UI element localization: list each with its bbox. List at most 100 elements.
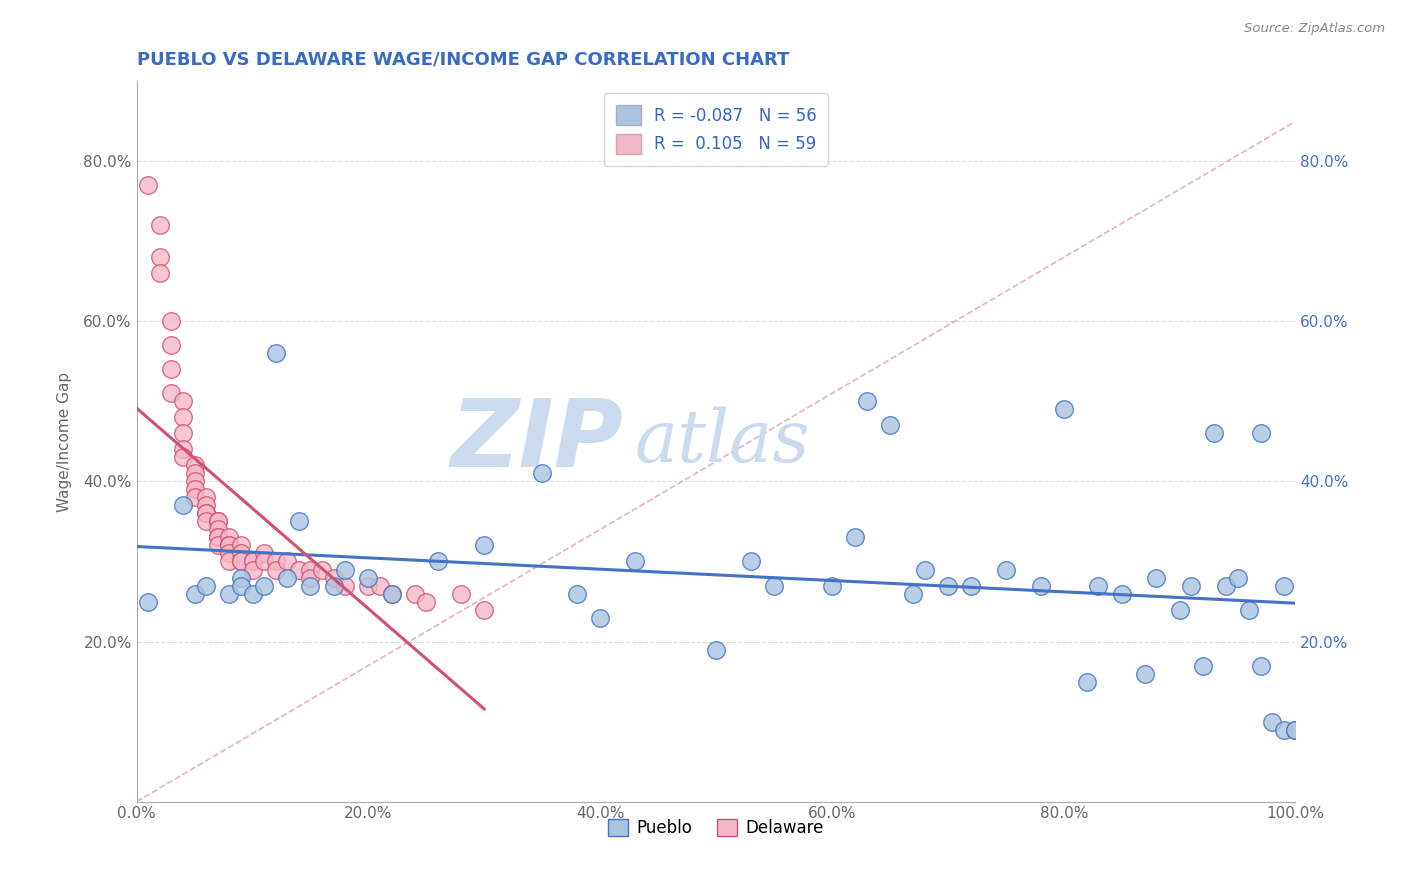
Point <box>242 562 264 576</box>
Point <box>288 562 311 576</box>
Point <box>1111 586 1133 600</box>
Legend: Pueblo, Delaware: Pueblo, Delaware <box>602 812 831 844</box>
Point <box>381 586 404 600</box>
Point <box>821 578 844 592</box>
Point <box>207 539 229 553</box>
Point <box>172 450 194 465</box>
Point <box>1272 578 1295 592</box>
Point <box>218 586 240 600</box>
Point <box>624 554 647 568</box>
Point <box>450 586 472 600</box>
Point <box>740 554 762 568</box>
Point <box>183 491 205 505</box>
Point <box>160 338 183 352</box>
Point <box>229 554 252 568</box>
Point <box>160 314 183 328</box>
Point <box>914 562 936 576</box>
Point <box>183 467 205 481</box>
Point <box>264 346 287 360</box>
Point <box>183 458 205 473</box>
Point <box>136 594 159 608</box>
Point <box>229 547 252 561</box>
Point <box>1168 602 1191 616</box>
Point <box>172 410 194 425</box>
Point <box>242 554 264 568</box>
Point <box>149 251 172 265</box>
Point <box>229 554 252 568</box>
Point <box>229 570 252 584</box>
Point <box>207 515 229 529</box>
Point <box>1029 578 1052 592</box>
Point <box>1191 658 1213 673</box>
Point <box>195 578 218 592</box>
Point <box>242 586 264 600</box>
Point <box>335 562 357 576</box>
Point <box>1087 578 1109 592</box>
Point <box>855 394 877 409</box>
Point <box>195 491 218 505</box>
Point <box>1226 570 1249 584</box>
Point <box>264 554 287 568</box>
Point <box>183 586 205 600</box>
Point <box>1133 666 1156 681</box>
Point <box>1261 714 1284 729</box>
Point <box>844 531 866 545</box>
Point <box>994 562 1017 576</box>
Point <box>1144 570 1167 584</box>
Point <box>404 586 426 600</box>
Point <box>195 515 218 529</box>
Text: ZIP: ZIP <box>450 395 623 487</box>
Point <box>381 586 404 600</box>
Point <box>172 499 194 513</box>
Point <box>288 515 311 529</box>
Point <box>472 539 495 553</box>
Point <box>242 554 264 568</box>
Point <box>183 475 205 489</box>
Point <box>1204 426 1226 441</box>
Point <box>172 442 194 457</box>
Point <box>149 267 172 281</box>
Point <box>1250 658 1272 673</box>
Point <box>276 570 298 584</box>
Point <box>160 386 183 401</box>
Point <box>149 219 172 233</box>
Point <box>183 483 205 497</box>
Point <box>1284 723 1306 737</box>
Point <box>368 578 391 592</box>
Point <box>589 610 612 624</box>
Point <box>1180 578 1202 592</box>
Point <box>229 578 252 592</box>
Y-axis label: Wage/Income Gap: Wage/Income Gap <box>58 371 72 511</box>
Point <box>311 562 333 576</box>
Point <box>253 547 276 561</box>
Point <box>207 523 229 537</box>
Point <box>276 554 298 568</box>
Point <box>704 642 727 657</box>
Point <box>1272 723 1295 737</box>
Point <box>357 570 380 584</box>
Point <box>229 539 252 553</box>
Text: Source: ZipAtlas.com: Source: ZipAtlas.com <box>1244 22 1385 36</box>
Point <box>195 507 218 521</box>
Point <box>322 570 344 584</box>
Point <box>172 394 194 409</box>
Point <box>136 178 159 193</box>
Point <box>1053 402 1076 417</box>
Point <box>195 507 218 521</box>
Point <box>762 578 785 592</box>
Point <box>565 586 588 600</box>
Point <box>426 554 449 568</box>
Point <box>218 547 240 561</box>
Point <box>322 578 344 592</box>
Point <box>531 467 554 481</box>
Point <box>1215 578 1237 592</box>
Point <box>218 554 240 568</box>
Point <box>207 531 229 545</box>
Point <box>1284 723 1306 737</box>
Point <box>901 586 924 600</box>
Text: PUEBLO VS DELAWARE WAGE/INCOME GAP CORRELATION CHART: PUEBLO VS DELAWARE WAGE/INCOME GAP CORRE… <box>136 51 789 69</box>
Point <box>960 578 983 592</box>
Point <box>218 539 240 553</box>
Point <box>218 539 240 553</box>
Point <box>936 578 959 592</box>
